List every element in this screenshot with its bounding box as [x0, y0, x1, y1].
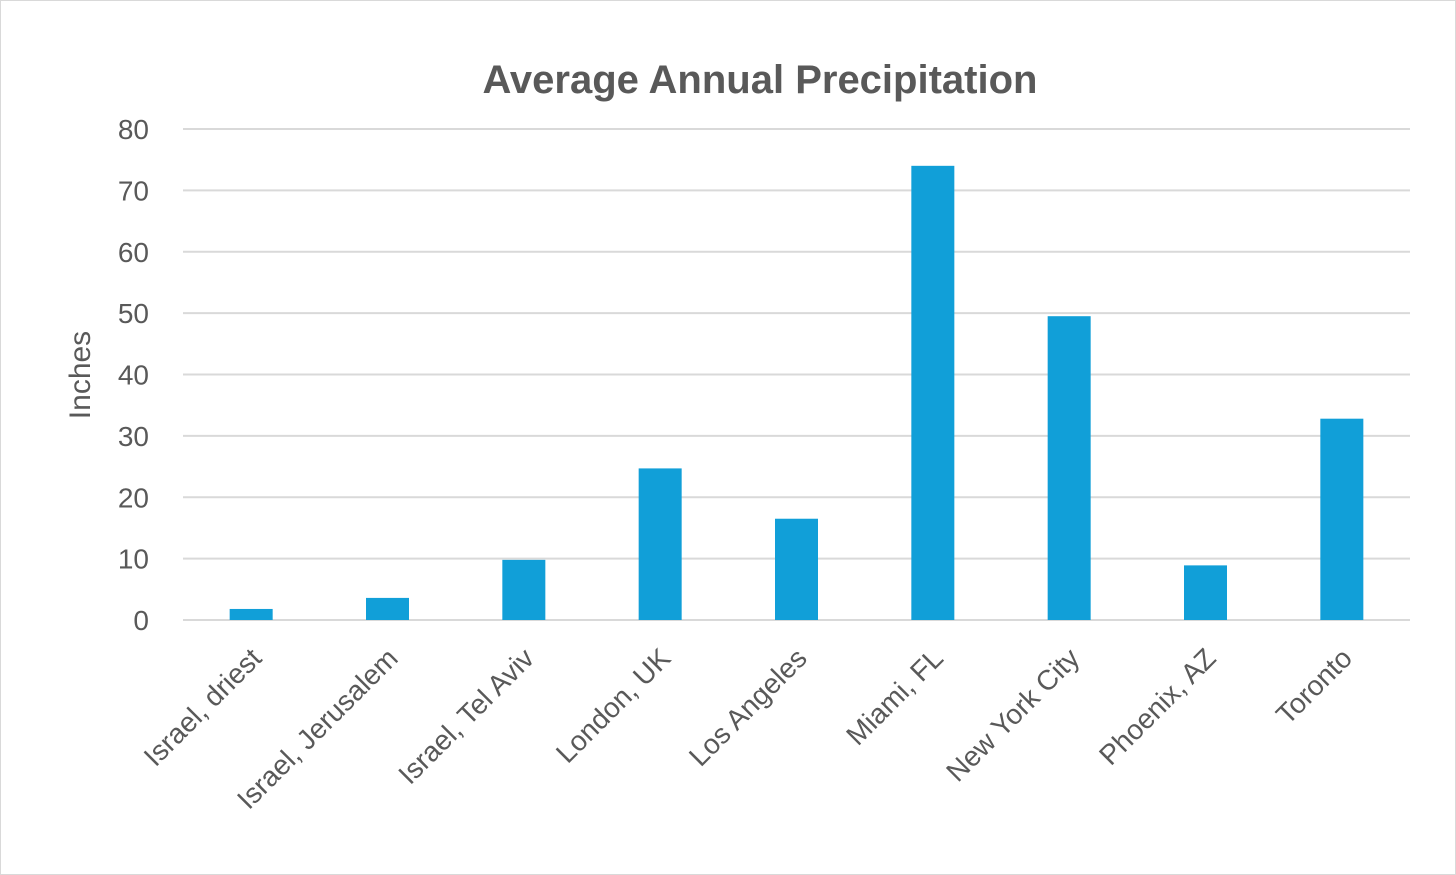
y-tick-label: 40 — [118, 360, 149, 391]
bars — [229, 165, 1364, 620]
y-tick-label: 60 — [118, 237, 149, 268]
bar — [1320, 418, 1364, 620]
y-tick-label: 70 — [118, 175, 149, 206]
x-tick-label: New York City — [940, 642, 1085, 787]
bar — [638, 468, 682, 620]
y-axis-ticks: 0 10 20 30 40 50 60 70 80 — [118, 114, 149, 636]
bar — [911, 165, 955, 620]
x-tick-label: Israel, Tel Aviv — [392, 642, 540, 790]
x-tick-label: Israel, driest — [138, 642, 268, 772]
bar — [775, 518, 818, 620]
x-tick-label: Toronto — [1270, 642, 1358, 730]
x-tick-label: Los Angeles — [683, 642, 813, 772]
bar — [229, 608, 273, 620]
y-tick-label: 20 — [118, 482, 149, 513]
bar — [1184, 565, 1227, 620]
chart-title: Average Annual Precipitation — [483, 58, 1038, 102]
y-axis-label: Inches — [64, 331, 97, 419]
x-tick-label: Phoenix, AZ — [1093, 642, 1222, 771]
x-tick-label: London, UK — [550, 642, 677, 769]
bar — [1047, 316, 1091, 620]
y-tick-label: 80 — [118, 114, 149, 145]
y-tick-label: 30 — [118, 421, 149, 452]
y-tick-label: 0 — [133, 605, 149, 636]
x-tick-label: Miami, FL — [840, 642, 949, 751]
bar — [366, 597, 409, 620]
y-tick-label: 50 — [118, 298, 149, 329]
y-tick-label: 10 — [118, 544, 149, 575]
bar — [502, 559, 546, 620]
